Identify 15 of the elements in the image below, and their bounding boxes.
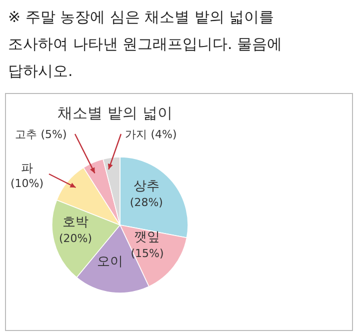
data-label: (28%)	[130, 196, 163, 209]
slice-label: 고추	[15, 128, 38, 141]
data-label: (15%)	[130, 247, 164, 260]
chart-title: 채소별 밭의 넓이	[58, 104, 172, 122]
slice-label: 오이	[96, 254, 123, 270]
data-label: (4%)	[150, 128, 177, 141]
data-label: (5%)	[40, 128, 67, 141]
slice-label: 파	[21, 161, 33, 175]
data-label: (20%)	[58, 232, 92, 246]
slice-label: 상추	[133, 178, 160, 194]
slice-label: 호박	[62, 215, 88, 230]
slice-label: 깻잎	[134, 230, 160, 246]
data-label: (10%)	[10, 177, 44, 190]
slice-label: 가지	[125, 128, 148, 141]
text: ※ 주말 농장에 심은 채소별 밭의 넓이를 조사하여 나타낸 원그래프입니다. 물음에 답하시오.	[8, 7, 284, 82]
